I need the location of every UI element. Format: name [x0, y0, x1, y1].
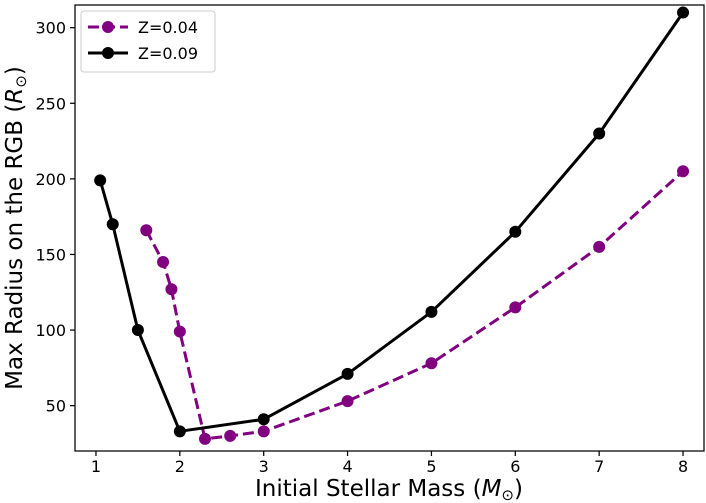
- series-1-point: [106, 218, 119, 231]
- y-axis-title-text: Max Radius on the RGB (: [2, 104, 28, 390]
- series-0-point: [165, 283, 178, 296]
- series-0-point: [509, 301, 522, 314]
- plot-frame: [74, 4, 705, 452]
- x-axis-title-sun: ⊙: [501, 486, 514, 503]
- x-axis-title-text: Initial Stellar Mass (: [255, 476, 482, 502]
- y-tick-label: 200: [35, 170, 66, 189]
- series-0-point: [173, 325, 186, 338]
- series-1-point: [593, 127, 606, 140]
- series-0-point: [140, 224, 153, 237]
- x-tick-label: 1: [91, 457, 101, 476]
- y-axis-title-sun: ⊙: [12, 75, 30, 88]
- legend-items: Z=0.04 Z=0.09: [88, 18, 198, 63]
- legend-marker: [102, 47, 114, 59]
- series-0-point: [341, 395, 354, 408]
- y-tick-label: 300: [35, 19, 66, 38]
- legend: Z=0.04 Z=0.09: [80, 10, 216, 73]
- y-axis-title-symbol: R: [2, 88, 28, 104]
- series-0-point: [198, 432, 211, 445]
- series-1-point: [173, 425, 186, 438]
- x-axis-title-symbol: M: [482, 476, 502, 502]
- plot-series-group: [98, 11, 685, 441]
- series-1-point: [509, 225, 522, 238]
- series-0-point: [224, 429, 237, 442]
- y-tick-label: 250: [35, 94, 66, 113]
- legend-label: Z=0.09: [138, 44, 198, 63]
- series-0-point: [257, 425, 270, 438]
- series-1-point: [131, 324, 144, 337]
- x-tick-label: 7: [594, 457, 604, 476]
- y-axis-title-close: ): [2, 66, 28, 75]
- legend-marker: [102, 21, 114, 33]
- y-axis-title: Max Radius on the RGB (R⊙): [2, 66, 30, 390]
- x-axis-title-close: ): [514, 476, 523, 502]
- series-line-0: [144, 170, 685, 441]
- series-0-point: [677, 165, 690, 178]
- legend-label: Z=0.04: [138, 18, 198, 37]
- y-tick-label: 50: [46, 397, 66, 416]
- y-axis-ticks: 50 100 150 200 250 300: [35, 19, 75, 416]
- plot-markers-group: [94, 6, 690, 445]
- x-tick-label: 6: [510, 457, 520, 476]
- series-0-point: [157, 256, 170, 269]
- x-tick-label: 2: [175, 457, 185, 476]
- series-1-point: [677, 6, 690, 19]
- series-1-point: [425, 305, 438, 318]
- series-1-point: [94, 174, 107, 187]
- series-1-point: [341, 367, 354, 380]
- y-tick-label: 150: [35, 245, 66, 264]
- series-line-1: [98, 11, 685, 433]
- x-tick-label: 4: [342, 457, 352, 476]
- x-axis-ticks: 1 2 3 4 5 6 7 8: [91, 451, 688, 476]
- x-tick-label: 3: [259, 457, 269, 476]
- x-tick-label: 8: [678, 457, 688, 476]
- y-tick-label: 100: [35, 321, 66, 340]
- x-tick-label: 5: [426, 457, 436, 476]
- series-0-point: [425, 357, 438, 370]
- x-axis-title: Initial Stellar Mass (M⊙): [255, 476, 523, 503]
- series-1-point: [257, 413, 270, 426]
- series-0-point: [593, 240, 606, 253]
